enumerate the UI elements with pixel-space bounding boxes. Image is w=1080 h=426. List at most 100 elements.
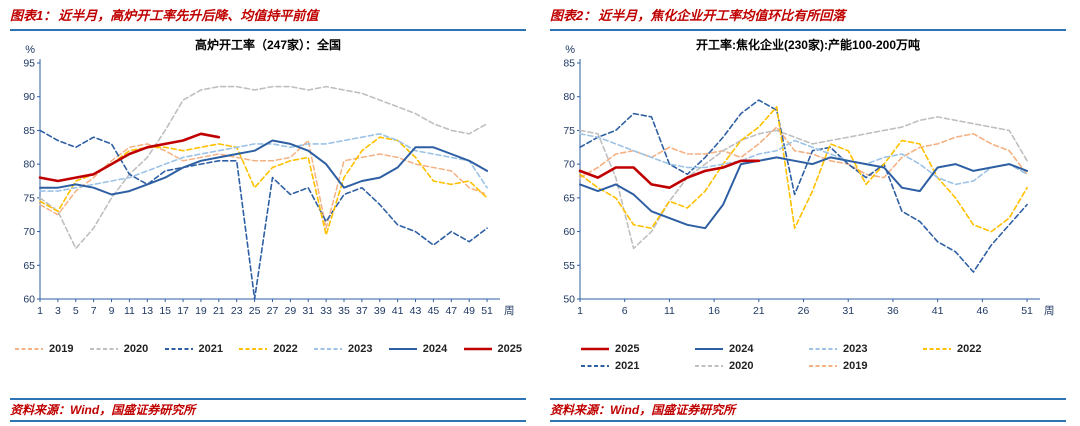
legend-label-2024: 2024	[729, 343, 754, 355]
source-rule	[550, 398, 1066, 400]
legend-row: 2019 2020 2021 2022 2023 2024 2025	[14, 343, 522, 355]
svg-text:17: 17	[177, 305, 189, 317]
coking-enterprise-operating-rate-chart: 开工率:焦化企业(230家):产能100-200万吨 50 55 60 65 70 75 80…	[550, 33, 1066, 341]
svg-text:55: 55	[563, 260, 575, 272]
legend-swatch-2024	[388, 348, 417, 350]
legend-swatch-2025	[581, 347, 609, 351]
series-2025	[578, 159, 761, 189]
legend-row: 2021 2020 2019	[554, 360, 1062, 372]
series-2022	[579, 106, 1028, 233]
series-2024	[39, 139, 489, 196]
legend-swatch-2020	[89, 348, 118, 350]
svg-text:33: 33	[320, 305, 332, 317]
svg-text:23: 23	[231, 305, 243, 317]
svg-text:60: 60	[23, 294, 35, 306]
svg-text:25: 25	[249, 305, 261, 317]
svg-text:29: 29	[285, 305, 297, 317]
svg-text:9: 9	[109, 305, 115, 317]
svg-text:19: 19	[195, 305, 207, 317]
svg-text:85: 85	[23, 125, 35, 137]
legend-label-2025: 2025	[615, 343, 640, 355]
legend-label-2024: 2024	[422, 343, 448, 355]
figure-panel-1: 图表1： 近半月，高炉开工率先升后降、均值持平前值 高炉开工率（247家）：全国 6…	[10, 8, 526, 426]
svg-text:11: 11	[664, 305, 675, 317]
legend-label-2023: 2023	[348, 343, 373, 355]
svg-text:21: 21	[213, 305, 225, 317]
legend-swatch-2022	[239, 348, 268, 350]
legend-row: 2025 2024 2023 2022	[554, 343, 1062, 355]
svg-text:3: 3	[55, 305, 61, 317]
figure-2-label: 图表2：	[550, 8, 597, 23]
legend-swatch-2023	[809, 348, 837, 350]
svg-text:26: 26	[798, 305, 810, 317]
svg-text:16: 16	[708, 305, 720, 317]
figure-2-footer: 资料来源：Wind，国盛证券研究所	[550, 398, 1066, 426]
legend-swatch-2023	[314, 348, 342, 350]
svg-text:95: 95	[23, 58, 35, 70]
legend-swatch-2021	[581, 365, 609, 367]
svg-text:开工率:焦化企业(230家):产能100-200万吨: 开工率:焦化企业(230家):产能100-200万吨	[696, 37, 920, 52]
legend-item-2023: 2023	[313, 343, 372, 355]
svg-text:21: 21	[753, 305, 765, 317]
series-2023	[579, 133, 1028, 186]
svg-text:5: 5	[73, 305, 79, 317]
legend-label-2021: 2021	[198, 343, 223, 355]
legend-item-2019: 2019	[14, 343, 73, 355]
figure-2-title: 图表2： 近半月，焦化企业开工率均值环比有所回落	[550, 4, 1066, 28]
svg-text:51: 51	[1021, 305, 1033, 317]
svg-text:%: %	[565, 44, 575, 56]
svg-text:70: 70	[563, 159, 575, 171]
legend-item-2021: 2021	[580, 360, 694, 372]
legend-label-2019: 2019	[843, 360, 868, 372]
figure-1-footer: 资料来源：Wind，国盛证券研究所	[10, 398, 526, 426]
svg-text:65: 65	[23, 260, 35, 272]
svg-text:15: 15	[159, 305, 171, 317]
legend-swatch-2020	[695, 365, 723, 367]
legend-label-2021: 2021	[615, 360, 640, 372]
svg-text:高炉开工率（247家）：全国: 高炉开工率（247家）：全国	[195, 37, 341, 52]
svg-text:13: 13	[141, 305, 153, 317]
series-2024	[579, 156, 1029, 230]
legend-swatch-2019	[809, 365, 837, 367]
legend-item-2024: 2024	[388, 343, 447, 355]
chart-1-legend: 2019 2020 2021 2022 2023 2024 2025	[10, 341, 526, 355]
svg-text:%: %	[25, 44, 35, 56]
svg-text:47: 47	[445, 305, 457, 317]
legend-swatch-2024	[695, 348, 723, 350]
figure-1-title-text: 近半月，高炉开工率先升后降、均值持平前值	[58, 8, 319, 23]
figure-2-title-text: 近半月，焦化企业开工率均值环比有所回落	[598, 8, 846, 23]
svg-text:50: 50	[563, 294, 575, 306]
legend-item-2020: 2020	[89, 343, 148, 355]
svg-text:1: 1	[577, 305, 583, 317]
svg-text:80: 80	[23, 159, 35, 171]
svg-text:39: 39	[374, 305, 386, 317]
series-2025	[38, 132, 221, 183]
svg-text:45: 45	[428, 305, 440, 317]
svg-text:41: 41	[392, 305, 404, 317]
svg-text:65: 65	[563, 192, 575, 204]
title-rule	[10, 29, 526, 31]
legend-label-2022: 2022	[957, 343, 982, 355]
svg-text:60: 60	[563, 226, 575, 238]
legend-item-2025: 2025	[580, 343, 694, 355]
svg-text:43: 43	[410, 305, 422, 317]
series-2021	[39, 129, 488, 300]
legend-item-2025: 2025	[463, 343, 522, 355]
figure-1-label: 图表1：	[10, 8, 57, 23]
figure-panel-2: 图表2： 近半月，焦化企业开工率均值环比有所回落 开工率:焦化企业(230家):产…	[540, 0, 1080, 426]
series-2019	[579, 126, 1028, 179]
svg-text:31: 31	[302, 305, 314, 317]
svg-text:1: 1	[37, 305, 43, 317]
svg-text:90: 90	[23, 91, 35, 103]
bottom-rule	[550, 419, 1066, 422]
series-2021	[579, 99, 1028, 273]
legend-item-2022: 2022	[238, 343, 298, 355]
svg-text:6: 6	[622, 305, 628, 317]
svg-text:27: 27	[267, 305, 279, 317]
legend-item-2024: 2024	[694, 343, 808, 355]
svg-text:7: 7	[91, 305, 97, 317]
svg-text:46: 46	[977, 305, 989, 317]
svg-text:周: 周	[1044, 305, 1055, 317]
svg-text:75: 75	[563, 125, 575, 137]
